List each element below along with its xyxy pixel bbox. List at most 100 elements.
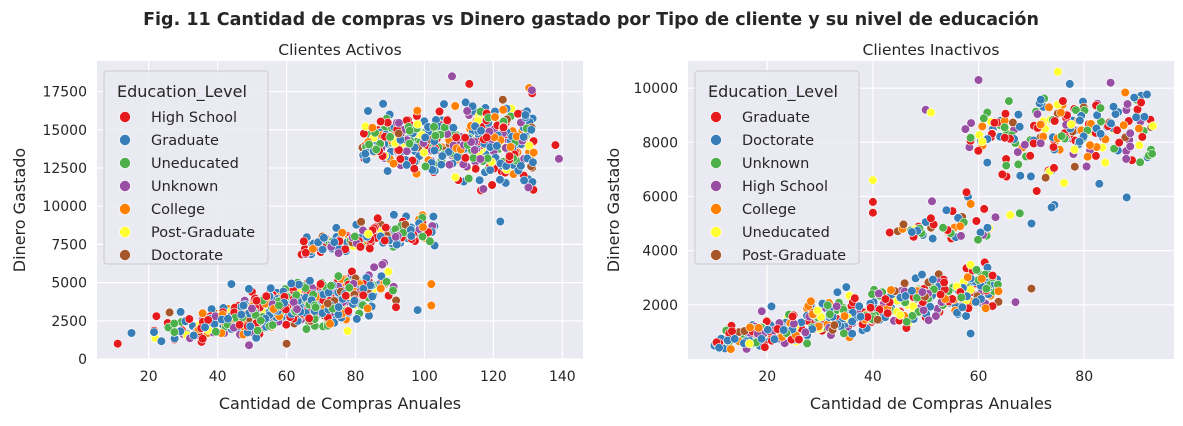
- data-point: [1044, 102, 1054, 112]
- legend-label: Doctorate: [742, 133, 814, 149]
- data-point: [1053, 67, 1063, 77]
- data-point: [498, 105, 508, 115]
- data-point: [223, 314, 233, 324]
- x-tick-label: 20: [140, 369, 158, 385]
- data-point: [363, 229, 373, 239]
- data-point: [304, 313, 314, 324]
- data-point: [363, 106, 373, 116]
- y-tick-label: 17500: [42, 85, 87, 101]
- x-axis-label: Cantidad de Compras Anuales: [810, 394, 1052, 413]
- data-point: [1013, 109, 1024, 120]
- data-point: [1013, 147, 1023, 157]
- data-point: [382, 277, 392, 287]
- data-point: [391, 302, 401, 312]
- data-point: [1075, 115, 1085, 125]
- data-point: [965, 329, 976, 339]
- data-point: [855, 312, 866, 322]
- data-point: [1070, 162, 1080, 172]
- legend-label: Post-Graduate: [742, 248, 846, 264]
- y-tick-label: 0: [78, 352, 87, 368]
- x-tick-label: 80: [1075, 369, 1093, 385]
- data-point: [333, 271, 344, 281]
- data-point: [973, 146, 983, 156]
- data-point: [754, 323, 764, 333]
- data-point: [760, 342, 770, 352]
- data-point: [977, 136, 987, 147]
- data-point: [999, 122, 1010, 132]
- data-point: [437, 151, 447, 161]
- data-point: [337, 228, 347, 238]
- data-point: [1095, 129, 1106, 139]
- data-point: [365, 243, 375, 254]
- data-point: [394, 118, 404, 128]
- data-point: [169, 318, 179, 329]
- data-point: [931, 311, 941, 321]
- data-point: [412, 119, 423, 129]
- chart-title: Clientes Inactivos: [863, 41, 1000, 59]
- data-point: [1032, 186, 1042, 196]
- data-point: [886, 285, 896, 295]
- data-point: [1026, 218, 1037, 229]
- data-point: [244, 340, 254, 350]
- legend-box: [694, 70, 860, 265]
- data-point: [495, 175, 505, 185]
- y-tick-label: 2000: [642, 298, 678, 314]
- data-point: [907, 311, 918, 321]
- data-point: [301, 248, 311, 258]
- data-point: [850, 293, 860, 303]
- data-point: [311, 302, 321, 312]
- data-point: [1112, 125, 1122, 135]
- data-point: [956, 231, 966, 241]
- data-point: [450, 101, 460, 111]
- data-point: [211, 327, 221, 337]
- data-point: [126, 328, 137, 338]
- data-point: [381, 223, 391, 233]
- data-point: [247, 304, 257, 314]
- data-point: [256, 316, 266, 326]
- x-tick-label: 40: [864, 369, 882, 385]
- data-point: [506, 142, 516, 152]
- data-point: [316, 279, 326, 289]
- data-point: [1142, 89, 1152, 99]
- data-point: [779, 325, 789, 335]
- data-point: [1137, 132, 1147, 142]
- data-point: [376, 284, 386, 294]
- data-point: [794, 334, 804, 345]
- data-point: [439, 99, 449, 109]
- data-point: [451, 132, 461, 142]
- data-point: [498, 122, 509, 132]
- data-point: [373, 213, 383, 223]
- legend-marker: [119, 134, 131, 146]
- data-point: [961, 311, 971, 321]
- x-tick-label: 20: [758, 369, 776, 385]
- data-point: [744, 339, 755, 349]
- data-point: [981, 284, 992, 294]
- data-point: [358, 290, 368, 300]
- data-point: [274, 300, 284, 311]
- data-point: [787, 311, 798, 322]
- data-point: [200, 322, 210, 332]
- legend-box: [103, 70, 269, 265]
- data-point: [971, 265, 982, 275]
- data-point: [391, 232, 401, 242]
- data-point: [880, 294, 891, 304]
- data-point: [434, 106, 445, 117]
- data-point: [907, 286, 917, 296]
- legend-marker: [119, 203, 131, 215]
- y-tick-label: 12500: [42, 161, 87, 177]
- data-point: [965, 133, 976, 143]
- data-point: [412, 106, 422, 116]
- data-point: [1083, 152, 1093, 162]
- legend-marker: [119, 111, 131, 123]
- y-tick-label: 5000: [51, 276, 87, 292]
- data-point: [419, 148, 429, 158]
- data-point: [388, 285, 398, 296]
- data-point: [832, 301, 842, 311]
- data-point: [418, 232, 428, 242]
- data-point: [392, 240, 402, 250]
- data-point: [1065, 79, 1075, 89]
- data-point: [436, 160, 446, 170]
- data-point: [1066, 119, 1076, 129]
